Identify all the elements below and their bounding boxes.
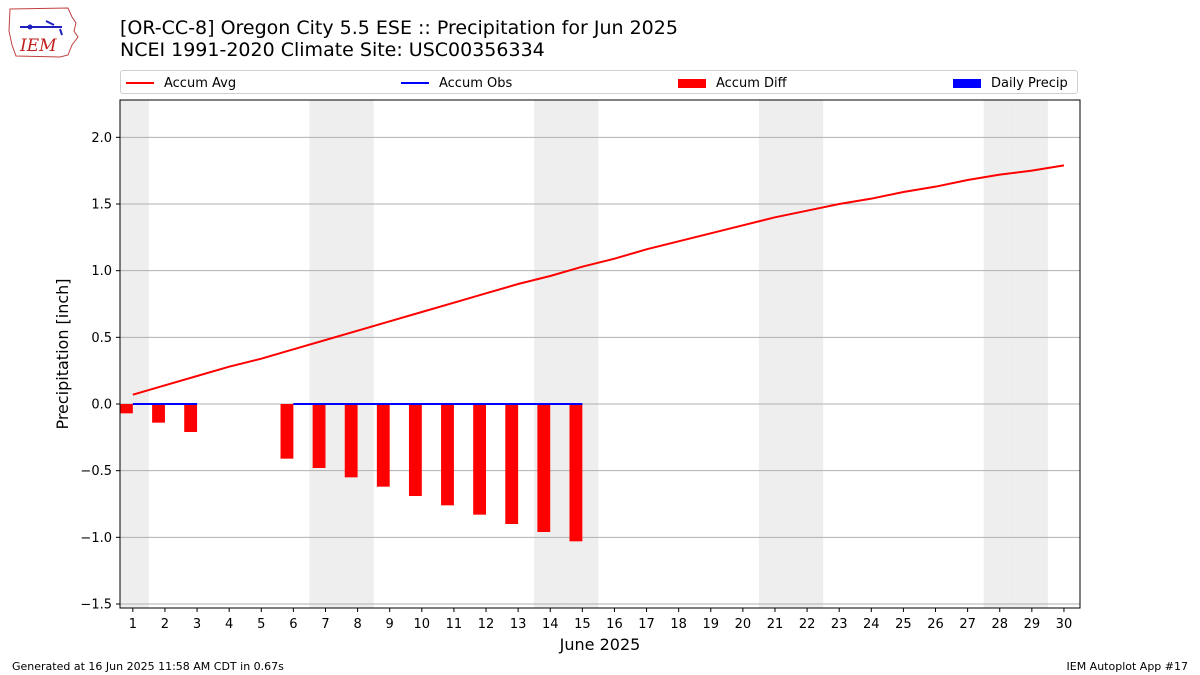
accum-diff-bar — [473, 404, 487, 515]
x-tick-label: 20 — [735, 617, 752, 632]
legend-item-daily-precip: Daily Precip — [953, 74, 1068, 92]
x-tick-label: 15 — [574, 617, 591, 632]
accum-diff-bar — [184, 404, 198, 432]
x-tick-label: 6 — [289, 617, 297, 632]
y-tick-label: 0.5 — [91, 331, 112, 346]
x-tick-label: 7 — [321, 617, 329, 632]
chart-subtitle: NCEI 1991-2020 Climate Site: USC00356334 — [120, 39, 545, 61]
legend-swatch-accum-obs — [401, 82, 429, 84]
x-axis-label: June 2025 — [559, 635, 641, 654]
legend-item-accum-diff: Accum Diff — [678, 74, 787, 92]
x-tick-label: 26 — [927, 617, 944, 632]
weekend-shade — [983, 100, 1016, 608]
x-tick-label: 8 — [353, 617, 361, 632]
x-tick-label: 4 — [225, 617, 233, 632]
legend-label-accum-avg: Accum Avg — [164, 75, 237, 91]
y-tick-label: 1.0 — [91, 264, 112, 279]
chart-title: [OR-CC-8] Oregon City 5.5 ESE :: Precipi… — [120, 17, 678, 39]
iem-logo: IEM — [8, 7, 79, 58]
x-tick-label: 17 — [638, 617, 655, 632]
x-tick-label: 21 — [767, 617, 784, 632]
x-tick-label: 12 — [478, 617, 495, 632]
y-axis-label: Precipitation [inch] — [53, 278, 72, 429]
accum-diff-bar — [537, 404, 551, 532]
accum-diff-bar — [152, 404, 165, 423]
accum-diff-bar — [280, 404, 294, 459]
weekend-shade — [341, 100, 374, 608]
x-tick-label: 27 — [959, 617, 976, 632]
plot-frame — [119, 99, 1081, 609]
generated-timestamp: Generated at 16 Jun 2025 11:58 AM CDT in… — [12, 660, 284, 673]
x-tick-label: 23 — [831, 617, 848, 632]
legend-label-accum-diff: Accum Diff — [716, 75, 787, 91]
x-tick-label: 5 — [257, 617, 265, 632]
accum-diff-bar — [441, 404, 454, 506]
x-tick-label: 10 — [414, 617, 431, 632]
x-tick-label: 2 — [161, 617, 169, 632]
weekend-shade — [791, 100, 824, 608]
x-tick-label: 13 — [510, 617, 527, 632]
accum-diff-bar — [505, 404, 519, 524]
weekend-shade — [758, 100, 792, 608]
weekend-shade — [309, 100, 342, 608]
accum-avg-line — [132, 164, 1065, 396]
x-tick-label: 18 — [670, 617, 687, 632]
y-tick-label: 1.5 — [91, 198, 112, 213]
y-tick-label: 2.0 — [91, 131, 112, 146]
x-tick-label: 24 — [863, 617, 880, 632]
accum-diff-bar — [344, 404, 358, 478]
accum-diff-bar — [376, 404, 390, 487]
accum-diff-bar — [120, 404, 133, 414]
legend-swatch-accum-diff — [678, 78, 706, 88]
app-credit: IEM Autoplot App #17 — [1066, 660, 1189, 673]
logo-text: IEM — [19, 36, 57, 56]
x-tick-label: 11 — [446, 617, 463, 632]
x-tick-label: 22 — [799, 617, 816, 632]
legend-item-accum-obs: Accum Obs — [401, 74, 512, 92]
weekend-shade — [1015, 100, 1048, 608]
legend-label-accum-obs: Accum Obs — [439, 75, 513, 91]
x-tick-label: 29 — [1024, 617, 1041, 632]
x-tick-label: 9 — [386, 617, 394, 632]
iowa-state-outline-icon — [8, 7, 79, 58]
x-tick-label: 30 — [1056, 617, 1073, 632]
weekend-shade — [120, 100, 149, 608]
legend-swatch-daily-precip — [953, 78, 981, 88]
accum-diff-bar — [408, 404, 422, 496]
x-tick-label: 14 — [542, 617, 559, 632]
x-tick-label: 25 — [895, 617, 912, 632]
accum-diff-bar — [312, 404, 326, 468]
x-tick-label: 1 — [129, 617, 137, 632]
legend-swatch-accum-avg — [126, 82, 154, 84]
x-tick-label: 16 — [606, 617, 623, 632]
legend-item-accum-avg: Accum Avg — [126, 74, 236, 92]
x-tick-label: 19 — [702, 617, 719, 632]
y-tick-label: 0.0 — [91, 398, 112, 413]
legend-label-daily-precip: Daily Precip — [991, 75, 1068, 91]
y-tick-label: −1.0 — [80, 531, 112, 546]
y-tick-label: −1.5 — [80, 598, 112, 613]
x-tick-label: 28 — [991, 617, 1008, 632]
accum-diff-bar — [569, 404, 583, 542]
x-tick-label: 3 — [193, 617, 201, 632]
y-tick-label: −0.5 — [80, 464, 112, 479]
chart-legend: Accum Avg Accum Obs Accum Diff Daily Pre… — [120, 70, 1078, 94]
